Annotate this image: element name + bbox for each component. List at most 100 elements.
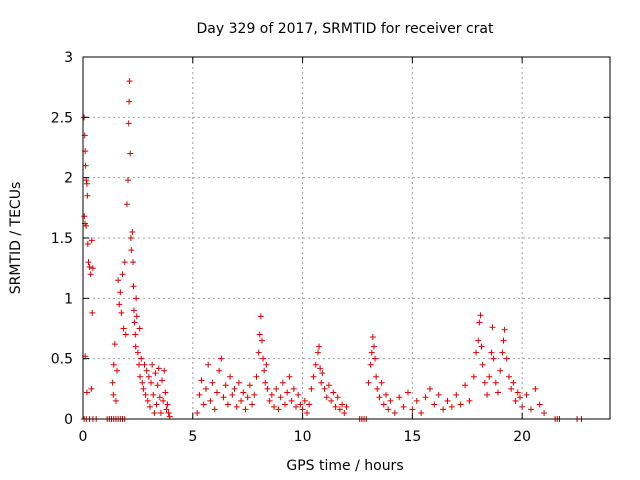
data-point xyxy=(532,385,539,392)
data-point xyxy=(120,325,127,332)
data-point xyxy=(129,228,136,235)
data-point xyxy=(339,401,346,408)
data-point xyxy=(242,406,249,413)
chart-title: Day 329 of 2017, SRMTID for receiver cra… xyxy=(197,21,494,37)
data-point xyxy=(368,349,375,356)
data-point xyxy=(261,367,268,374)
data-point xyxy=(273,385,280,392)
data-point xyxy=(213,389,220,396)
data-point xyxy=(153,401,160,408)
y-axis-label: SRMTID / TECUs xyxy=(8,182,24,295)
data-point xyxy=(275,406,282,413)
data-point xyxy=(133,313,140,320)
points-layer xyxy=(81,78,585,422)
data-point xyxy=(83,222,90,229)
data-point xyxy=(282,401,289,408)
data-point xyxy=(125,177,132,184)
data-point xyxy=(207,397,214,404)
data-point xyxy=(369,333,376,340)
data-point xyxy=(133,295,140,302)
data-point xyxy=(501,326,508,333)
data-point xyxy=(251,391,258,398)
data-point xyxy=(391,409,398,416)
data-point xyxy=(378,379,385,386)
data-point xyxy=(139,379,146,386)
data-point xyxy=(440,406,447,413)
data-point xyxy=(109,379,116,386)
tick-labels-layer: 0 0.5 1 1.5 2 2.5 3 0 5 10 15 20 xyxy=(51,50,531,445)
data-point xyxy=(224,401,231,408)
data-point xyxy=(222,382,229,389)
data-point xyxy=(422,394,429,401)
data-point xyxy=(512,397,519,404)
data-point xyxy=(325,382,332,389)
data-point xyxy=(323,394,330,401)
data-point xyxy=(157,409,164,416)
data-point xyxy=(418,409,425,416)
data-point xyxy=(523,391,530,398)
data-point xyxy=(253,373,260,380)
data-point xyxy=(497,367,504,374)
data-point xyxy=(110,361,117,368)
data-point xyxy=(122,331,129,338)
data-point xyxy=(288,397,295,404)
data-point xyxy=(163,406,170,413)
data-point xyxy=(505,373,512,380)
data-point xyxy=(140,385,147,392)
data-point xyxy=(143,367,150,374)
data-point xyxy=(499,349,506,356)
data-point xyxy=(444,397,451,404)
data-point xyxy=(110,391,117,398)
data-point xyxy=(135,361,142,368)
data-point xyxy=(246,382,253,389)
y-tick-label: 3 xyxy=(64,50,73,66)
data-point xyxy=(151,409,158,416)
data-point xyxy=(409,406,416,413)
data-point xyxy=(161,367,168,374)
data-point xyxy=(495,389,502,396)
data-point xyxy=(86,263,93,270)
data-point xyxy=(321,385,328,392)
data-point xyxy=(117,289,124,296)
data-point xyxy=(165,409,172,416)
data-point xyxy=(116,301,123,308)
y-tick-label: 0.5 xyxy=(51,352,73,368)
data-point xyxy=(145,373,152,380)
data-point xyxy=(149,361,156,368)
data-point xyxy=(490,355,497,362)
data-point xyxy=(508,385,515,392)
data-point xyxy=(218,355,225,362)
data-point xyxy=(159,377,166,384)
data-point xyxy=(121,259,128,266)
x-axis-label: GPS time / hours xyxy=(286,458,403,474)
data-point xyxy=(317,365,324,372)
data-point xyxy=(128,247,135,254)
data-point xyxy=(332,403,339,410)
data-point xyxy=(111,341,118,348)
data-point xyxy=(290,385,297,392)
data-point xyxy=(160,397,167,404)
data-point xyxy=(112,397,119,404)
data-point xyxy=(126,78,133,85)
data-point xyxy=(328,397,335,404)
data-point xyxy=(481,379,488,386)
data-point xyxy=(385,406,392,413)
data-point xyxy=(123,201,130,208)
data-point xyxy=(240,389,247,396)
x-tick-label: 10 xyxy=(294,429,312,445)
data-point xyxy=(330,389,337,396)
data-point xyxy=(299,406,306,413)
data-point xyxy=(205,361,212,368)
data-point xyxy=(194,409,201,416)
data-point xyxy=(268,391,275,398)
data-point xyxy=(211,406,218,413)
data-point xyxy=(88,237,95,244)
x-tick-label: 0 xyxy=(79,429,88,445)
data-point xyxy=(466,397,473,404)
data-point xyxy=(164,401,171,408)
data-point xyxy=(479,361,486,368)
data-point xyxy=(343,403,350,410)
data-point xyxy=(374,385,381,392)
data-point xyxy=(260,355,267,362)
data-point xyxy=(263,361,270,368)
